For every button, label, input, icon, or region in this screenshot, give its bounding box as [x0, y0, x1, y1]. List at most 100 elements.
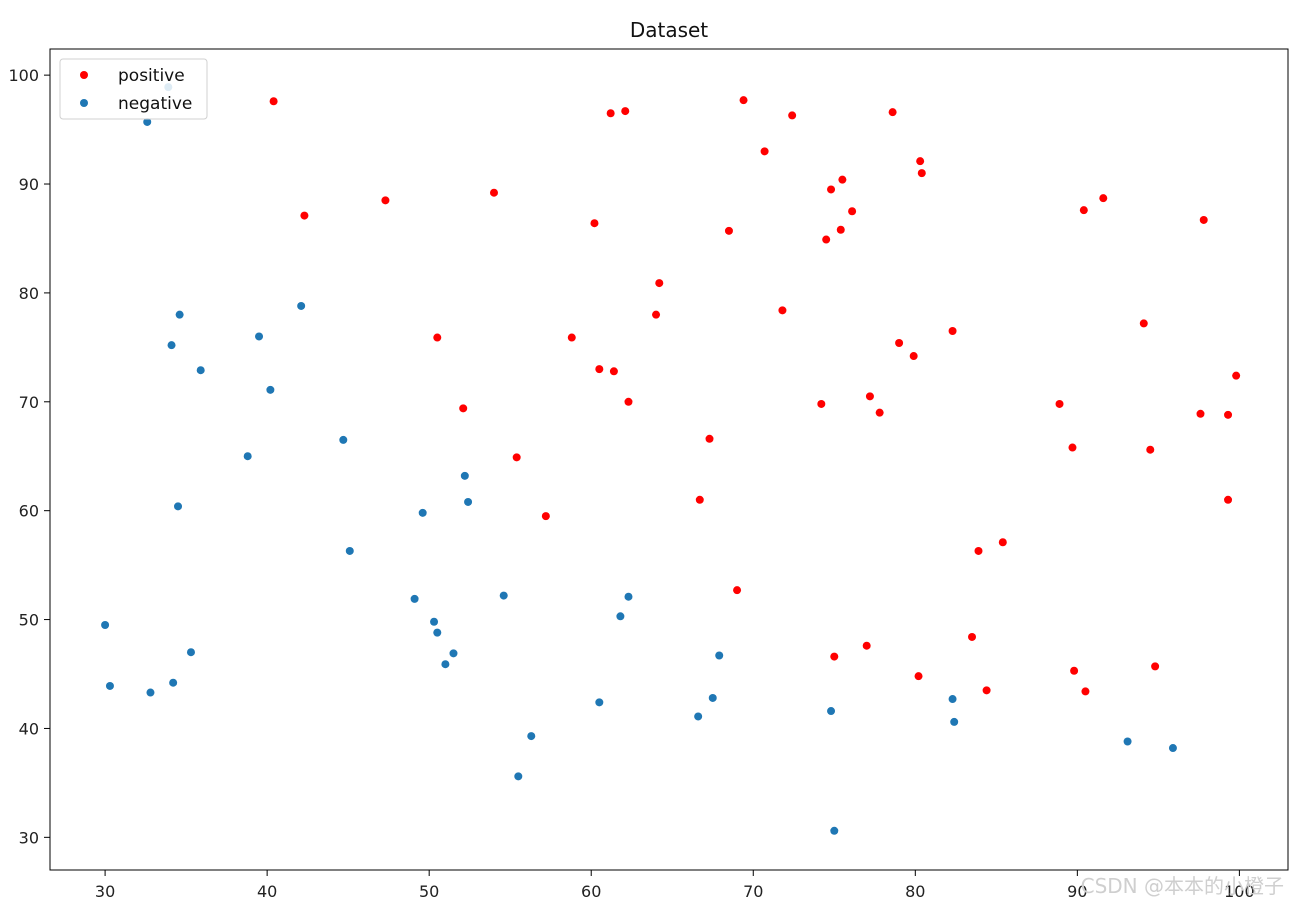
positive-point: [827, 185, 836, 194]
negative-point: [715, 651, 724, 660]
positive-point: [595, 365, 604, 374]
positive-point: [914, 672, 923, 681]
negative-point: [143, 117, 152, 126]
positive-point: [1055, 399, 1064, 408]
x-tick-label: 70: [743, 882, 763, 901]
negative-point: [430, 617, 439, 626]
positive-point: [433, 333, 442, 342]
positive-point: [1151, 662, 1160, 671]
y-tick-label: 90: [19, 175, 39, 194]
legend-marker-negative: [80, 99, 88, 107]
positive-point: [1139, 319, 1148, 328]
negative-point: [948, 695, 957, 704]
series-positive: [269, 96, 1241, 696]
negative-point: [1123, 737, 1132, 746]
negative-point: [345, 546, 354, 555]
negative-point: [464, 497, 473, 506]
negative-point: [175, 310, 184, 319]
positive-point: [269, 97, 278, 106]
negative-point: [950, 717, 959, 726]
negative-point: [167, 341, 176, 350]
negative-point: [616, 612, 625, 621]
y-tick-label: 30: [19, 828, 39, 847]
negative-point: [624, 592, 633, 601]
positive-point: [609, 367, 618, 376]
positive-point: [875, 408, 884, 417]
positive-point: [724, 226, 733, 235]
y-tick-label: 80: [19, 284, 39, 303]
negative-point: [460, 471, 469, 480]
positive-point: [1196, 409, 1205, 418]
negative-point: [174, 502, 183, 511]
negative-point: [169, 678, 178, 687]
positive-point: [895, 338, 904, 347]
positive-point: [621, 107, 630, 116]
y-tick-label: 50: [19, 611, 39, 630]
positive-point: [652, 310, 661, 319]
legend-box: [59, 58, 208, 120]
x-tick-label: 50: [419, 882, 439, 901]
positive-point: [381, 196, 390, 205]
legend: positive negative: [59, 58, 208, 120]
positive-point: [512, 453, 521, 462]
positive-point: [489, 188, 498, 197]
positive-point: [865, 392, 874, 401]
positive-point: [760, 147, 769, 156]
x-axis: 30 40 50 60 70 80 90 100: [95, 870, 1255, 901]
watermark: CSDN @本本的小橙子: [1081, 874, 1284, 898]
negative-point: [708, 693, 717, 702]
positive-point: [998, 538, 1007, 547]
y-tick-label: 100: [8, 66, 39, 85]
legend-label-positive: positive: [118, 66, 185, 86]
x-tick-label: 40: [257, 882, 277, 901]
x-tick-label: 90: [1067, 882, 1087, 901]
negative-point: [255, 332, 264, 341]
positive-point: [733, 586, 742, 595]
positive-point: [838, 175, 847, 184]
positive-point: [968, 632, 977, 641]
positive-point: [1079, 206, 1088, 215]
positive-point: [1099, 194, 1108, 203]
negative-point: [514, 772, 523, 781]
negative-point: [830, 826, 839, 835]
negative-point: [499, 591, 508, 600]
positive-point: [788, 111, 797, 120]
negative-point: [186, 648, 195, 657]
positive-point: [888, 108, 897, 117]
x-tick-label: 60: [581, 882, 601, 901]
positive-point: [459, 404, 468, 413]
negative-point: [694, 712, 703, 721]
negative-point: [595, 698, 604, 707]
series-layer: [101, 83, 1241, 835]
positive-point: [1068, 443, 1077, 452]
negative-point: [196, 366, 205, 375]
y-tick-label: 40: [19, 719, 39, 738]
plot-area: [49, 48, 1289, 871]
positive-point: [830, 652, 839, 661]
series-negative: [101, 83, 1177, 835]
negative-point: [433, 628, 442, 637]
positive-point: [606, 109, 615, 118]
positive-point: [300, 211, 309, 220]
positive-point: [1232, 371, 1241, 380]
negative-point: [441, 660, 450, 669]
chart-title: Dataset: [630, 18, 708, 42]
positive-point: [917, 169, 926, 178]
positive-point: [848, 207, 857, 216]
y-tick-label: 70: [19, 393, 39, 412]
negative-point: [1168, 744, 1177, 753]
negative-point: [339, 435, 348, 444]
positive-point: [1224, 495, 1233, 504]
positive-point: [822, 235, 831, 244]
y-axis: 30 40 50 60 70 80 90 100: [8, 66, 50, 847]
positive-point: [739, 96, 748, 105]
positive-point: [817, 399, 826, 408]
positive-point: [909, 352, 918, 361]
positive-point: [1081, 687, 1090, 696]
positive-point: [916, 157, 925, 166]
negative-point: [449, 649, 458, 658]
positive-point: [590, 219, 599, 228]
positive-point: [1199, 215, 1208, 224]
